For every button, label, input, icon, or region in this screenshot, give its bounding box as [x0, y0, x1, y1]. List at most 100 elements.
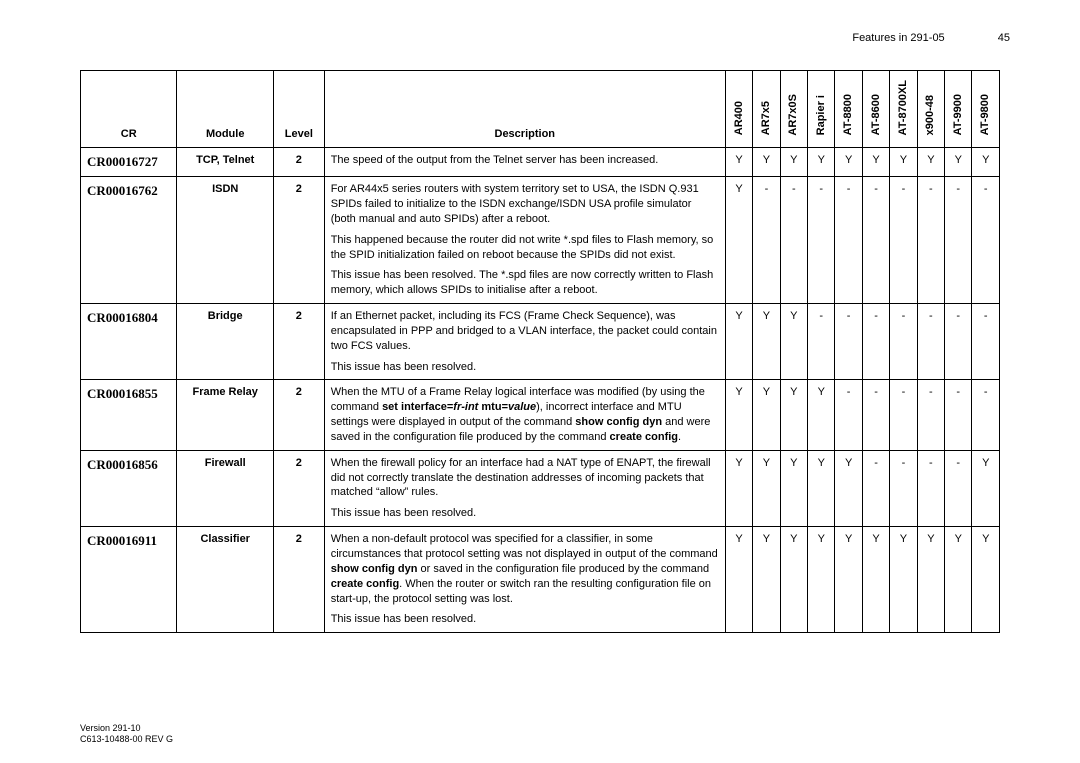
cell-platform: Y: [917, 527, 944, 633]
cell-platform: -: [890, 304, 917, 380]
cell-cr: CR00016727: [81, 148, 177, 177]
col-platform: x900-48: [917, 71, 944, 148]
features-table: CR Module Level Description AR400 AR7x5 …: [80, 70, 1000, 633]
cell-platform: Y: [862, 527, 889, 633]
cell-platform: -: [945, 177, 972, 304]
cell-level: 2: [273, 177, 324, 304]
cell-level: 2: [273, 450, 324, 526]
cell-platform: -: [808, 177, 835, 304]
cell-platform: -: [862, 304, 889, 380]
col-platform: AT-8800: [835, 71, 862, 148]
cell-cr: CR00016804: [81, 304, 177, 380]
page-number: 45: [998, 32, 1010, 44]
cell-platform: Y: [725, 148, 752, 177]
cell-platform: Y: [808, 380, 835, 450]
cell-platform: Y: [972, 450, 1000, 526]
cell-platform: -: [972, 177, 1000, 304]
cr-number: CR00016727: [87, 154, 158, 169]
cell-platform: Y: [945, 527, 972, 633]
cell-description: When a non-default protocol was specifie…: [324, 527, 725, 633]
description-paragraph: The speed of the output from the Telnet …: [331, 153, 719, 168]
cell-platform: -: [917, 380, 944, 450]
col-platform: AT-8600: [862, 71, 889, 148]
cell-platform: Y: [753, 450, 780, 526]
table-row: CR00016911Classifier2When a non-default …: [81, 527, 1000, 633]
col-cr: CR: [81, 71, 177, 148]
cell-platform: Y: [862, 148, 889, 177]
description-paragraph: If an Ethernet packet, including its FCS…: [331, 309, 719, 354]
cell-platform: -: [890, 177, 917, 304]
cell-description: When the MTU of a Frame Relay logical in…: [324, 380, 725, 450]
cell-platform: Y: [725, 304, 752, 380]
cr-number: CR00016911: [87, 533, 157, 548]
footer-version: Version 291-10: [80, 723, 173, 734]
cell-platform: Y: [753, 148, 780, 177]
cell-platform: Y: [972, 527, 1000, 633]
cell-platform: -: [862, 380, 889, 450]
cell-module: TCP, Telnet: [177, 148, 273, 177]
cell-platform: -: [835, 304, 862, 380]
cell-platform: -: [862, 450, 889, 526]
cell-module: Frame Relay: [177, 380, 273, 450]
cell-platform: Y: [890, 527, 917, 633]
cell-platform: Y: [808, 148, 835, 177]
cell-platform: Y: [945, 148, 972, 177]
cell-platform: Y: [808, 527, 835, 633]
description-paragraph: This issue has been resolved. The *.spd …: [331, 268, 719, 298]
cell-platform: Y: [808, 450, 835, 526]
description-paragraph: This happened because the router did not…: [331, 233, 719, 263]
cell-platform: -: [945, 450, 972, 526]
cell-platform: Y: [835, 527, 862, 633]
cell-level: 2: [273, 304, 324, 380]
cell-description: When the firewall policy for an interfac…: [324, 450, 725, 526]
cell-platform: -: [917, 304, 944, 380]
footer-docnum: C613-10488-00 REV G: [80, 734, 173, 745]
cell-platform: Y: [753, 380, 780, 450]
col-platform: AR7x0S: [780, 71, 807, 148]
cell-module: ISDN: [177, 177, 273, 304]
col-platform: AR400: [725, 71, 752, 148]
cell-platform: -: [780, 177, 807, 304]
cell-module: Firewall: [177, 450, 273, 526]
cell-platform: Y: [725, 527, 752, 633]
col-platform: AT-9800: [972, 71, 1000, 148]
cell-cr: CR00016856: [81, 450, 177, 526]
cell-description: If an Ethernet packet, including its FCS…: [324, 304, 725, 380]
table-row: CR00016856 Firewall2When the firewall pol…: [81, 450, 1000, 526]
cell-platform: Y: [725, 177, 752, 304]
cell-platform: Y: [753, 527, 780, 633]
header-title: Features in 291-05: [852, 32, 944, 44]
cell-platform: Y: [890, 148, 917, 177]
cell-platform: -: [835, 177, 862, 304]
cell-description: The speed of the output from the Telnet …: [324, 148, 725, 177]
cell-cr: CR00016855: [81, 380, 177, 450]
col-level: Level: [273, 71, 324, 148]
cell-cr: CR00016911: [81, 527, 177, 633]
cell-platform: -: [890, 380, 917, 450]
cell-level: 2: [273, 380, 324, 450]
col-platform: AT-9900: [945, 71, 972, 148]
cr-number: CR00016856: [87, 457, 158, 472]
cell-module: Bridge: [177, 304, 273, 380]
cr-number: CR00016762: [87, 183, 158, 198]
cell-platform: -: [862, 177, 889, 304]
cell-platform: -: [835, 380, 862, 450]
table-row: CR00016727TCP, Telnet2The speed of the o…: [81, 148, 1000, 177]
cell-platform: Y: [835, 148, 862, 177]
col-desc: Description: [324, 71, 725, 148]
cell-platform: Y: [780, 450, 807, 526]
cr-number: CR00016855: [87, 386, 158, 401]
cell-platform: -: [753, 177, 780, 304]
description-paragraph: For AR44x5 series routers with system te…: [331, 182, 719, 227]
cell-module: Classifier: [177, 527, 273, 633]
cell-platform: Y: [753, 304, 780, 380]
description-paragraph: This issue has been resolved.: [331, 612, 719, 627]
cell-description: For AR44x5 series routers with system te…: [324, 177, 725, 304]
table-row: CR00016804 Bridge2If an Ethernet packet, …: [81, 304, 1000, 380]
table-row: CR00016855 Frame Relay2When the MTU of a …: [81, 380, 1000, 450]
page-footer: Version 291-10 C613-10488-00 REV G: [80, 723, 173, 746]
cell-platform: -: [945, 304, 972, 380]
cell-platform: Y: [780, 380, 807, 450]
description-paragraph: When the MTU of a Frame Relay logical in…: [331, 385, 719, 444]
cr-number: CR00016804: [87, 310, 158, 325]
